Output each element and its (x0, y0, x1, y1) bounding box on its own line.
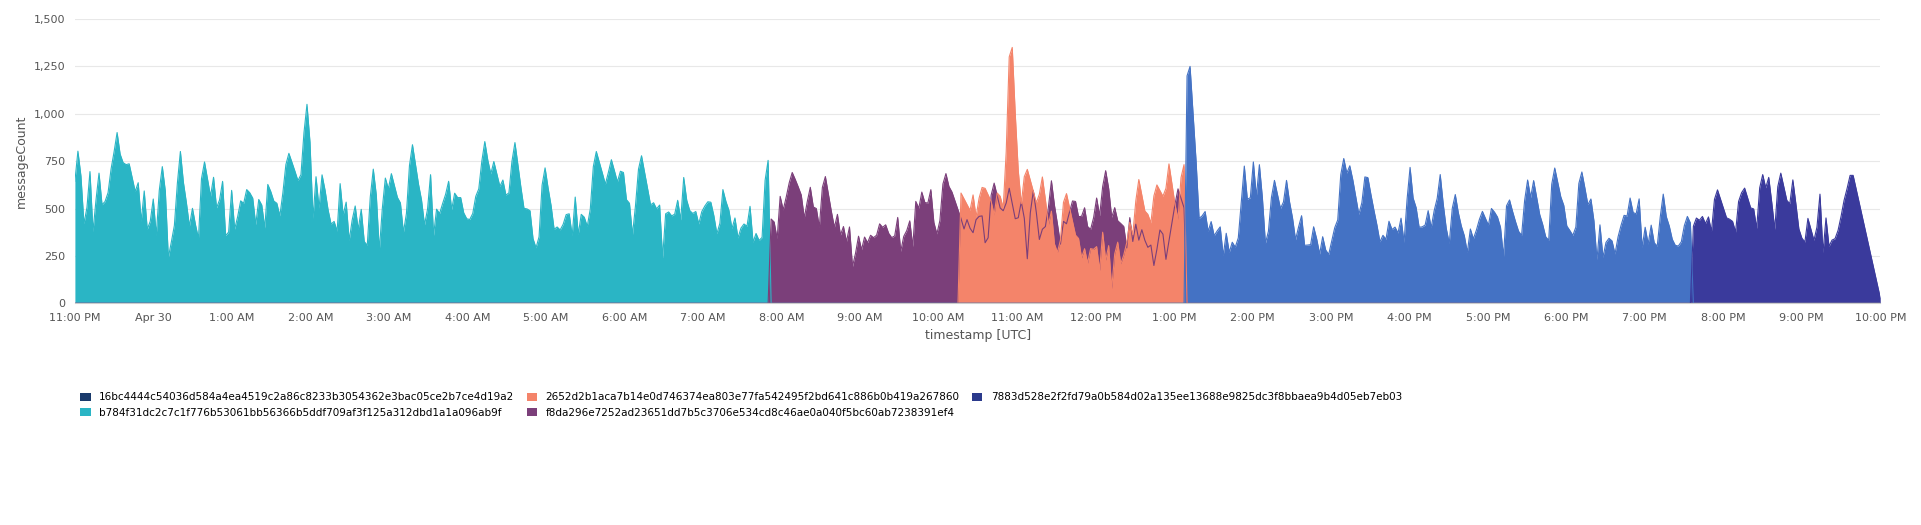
Y-axis label: messageCount: messageCount (15, 114, 29, 208)
Legend: 16bc4444c54036d584a4ea4519c2a86c8233b3054362e3bac05ce2b7ce4d19a2, b784f31dc2c7c1: 16bc4444c54036d584a4ea4519c2a86c8233b305… (81, 393, 1402, 418)
X-axis label: timestamp [UTC]: timestamp [UTC] (924, 329, 1032, 342)
